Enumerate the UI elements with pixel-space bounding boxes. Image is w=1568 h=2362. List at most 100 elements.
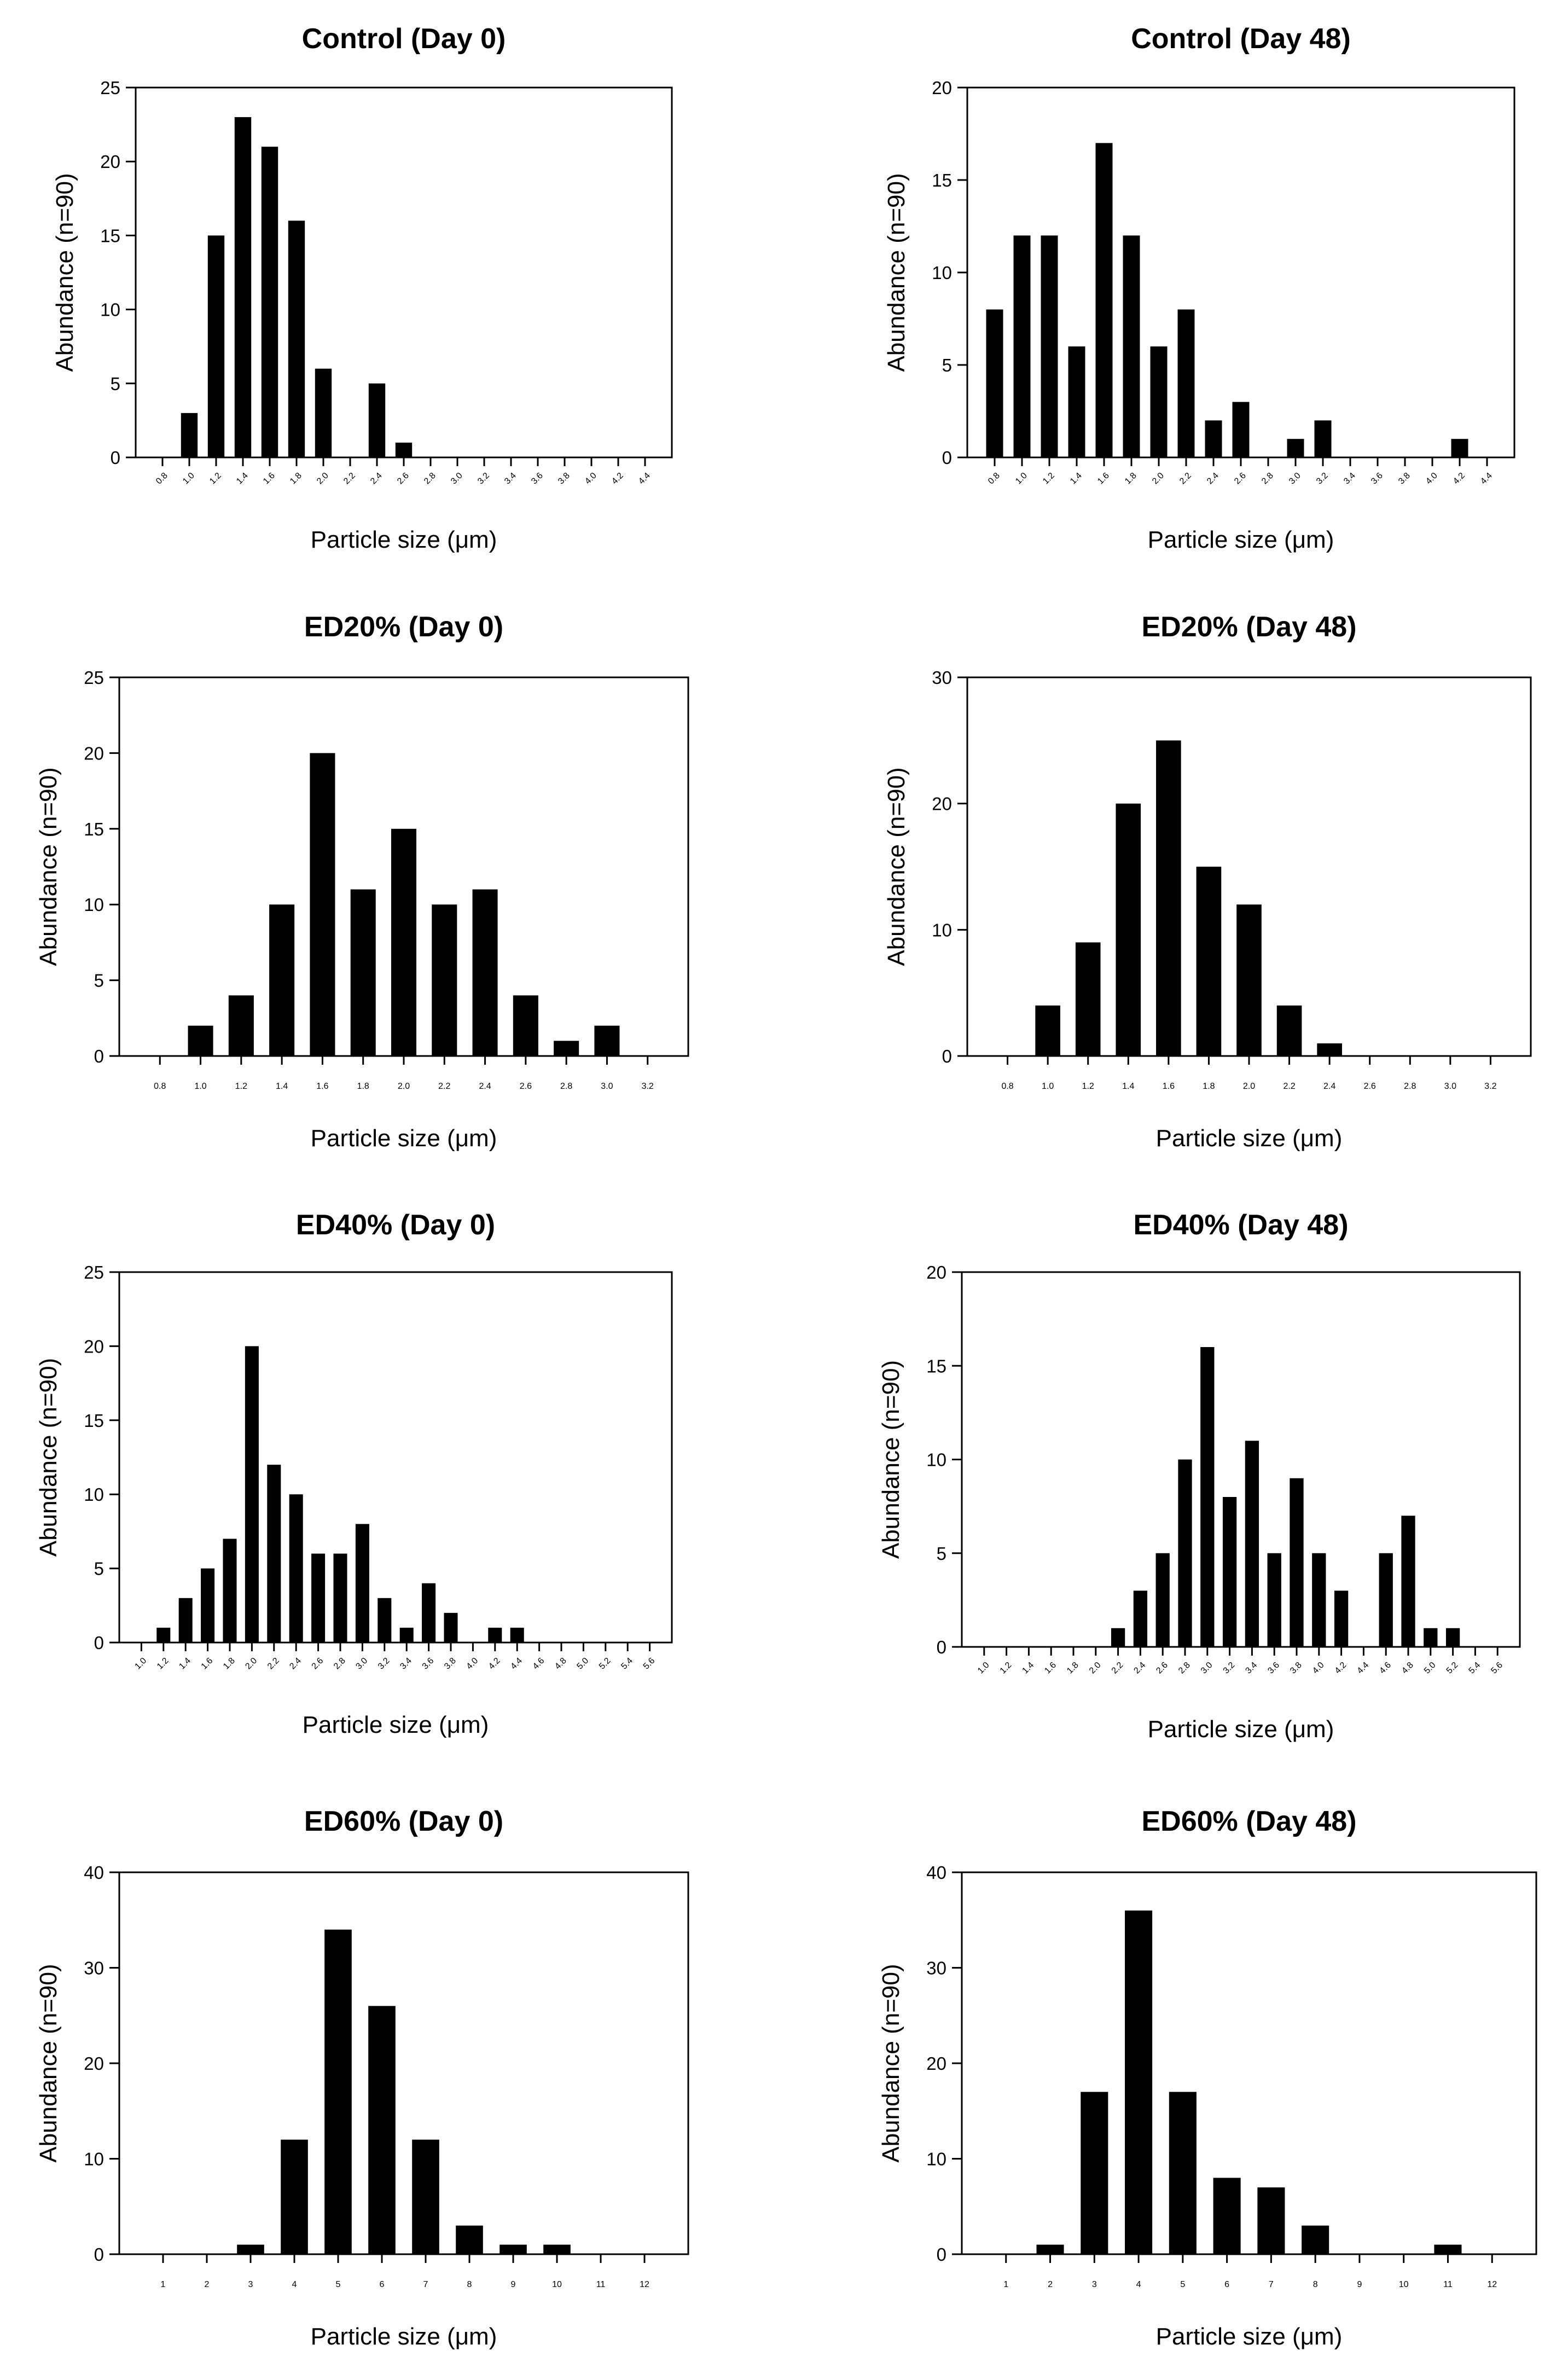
x-tick-label: 0.8 — [986, 471, 1002, 486]
bar-7 — [412, 2139, 439, 2254]
x-tick-label: 2.6 — [1364, 1082, 1376, 1091]
x-axis-label: Particle size (μm) — [1148, 1716, 1334, 1743]
x-tick-label: 2.0 — [1088, 1661, 1103, 1676]
x-tick-label: 12 — [1487, 2280, 1497, 2289]
x-tick-label: 11 — [596, 2280, 606, 2289]
x-tick-label: 2.0 — [1243, 1082, 1255, 1091]
y-tick-label: 30 — [84, 1958, 104, 1978]
y-tick-label: 5 — [94, 1559, 104, 1579]
y-tick-label: 40 — [84, 1862, 104, 1883]
x-tick-label: 1.2 — [998, 1661, 1014, 1676]
bar-11 — [1434, 2244, 1462, 2254]
bar-7 — [1257, 2187, 1285, 2254]
x-tick-label: 2.2 — [1178, 471, 1193, 486]
x-tick-label: 3 — [1092, 2280, 1097, 2289]
bar-4.2 — [1334, 1591, 1349, 1647]
x-tick-label: 0.8 — [1001, 1082, 1013, 1091]
y-tick-label: 0 — [94, 1046, 104, 1066]
y-tick-label: 15 — [84, 819, 104, 839]
bar-2.8 — [333, 1553, 347, 1643]
bar-1.4 — [178, 1598, 193, 1643]
y-tick-label: 20 — [926, 1262, 946, 1282]
bar-2.6 — [1155, 1553, 1170, 1647]
y-tick-label: 0 — [94, 2244, 104, 2265]
y-tick-label: 0 — [937, 1637, 946, 1657]
x-tick-label: 3.0 — [1199, 1661, 1215, 1676]
bar-2.0 — [391, 828, 417, 1056]
x-tick-label: 1.8 — [357, 1082, 369, 1091]
x-tick-label: 2.8 — [332, 1656, 347, 1672]
chart-title: ED60% (Day 0) — [304, 1806, 503, 1837]
y-tick-label: 15 — [926, 1356, 946, 1376]
x-tick-label: 5.0 — [575, 1656, 590, 1672]
x-tick-label: 1.4 — [235, 471, 250, 486]
x-tick-label: 1.8 — [1203, 1082, 1215, 1091]
x-tick-label: 10 — [552, 2280, 562, 2289]
bar-2.8 — [554, 1041, 579, 1056]
x-tick-label: 3.2 — [642, 1082, 654, 1091]
bar-2.6 — [311, 1553, 326, 1643]
bar-3.2 — [1314, 420, 1332, 457]
y-tick-label: 0 — [111, 448, 120, 468]
x-tick-label: 4.4 — [1355, 1661, 1370, 1676]
x-tick-label: 3.2 — [376, 1656, 392, 1672]
bar-2.2 — [1177, 309, 1195, 457]
bar-4 — [281, 2139, 308, 2254]
x-tick-label: 5.4 — [619, 1656, 635, 1672]
bar-1.8 — [223, 1539, 237, 1643]
chart-title: ED60% (Day 48) — [1141, 1806, 1356, 1837]
y-tick-label: 20 — [932, 78, 952, 98]
chart-title: ED40% (Day 0) — [296, 1209, 495, 1241]
bar-3 — [237, 2244, 264, 2254]
x-tick-label: 1.6 — [262, 471, 277, 486]
y-axis-label: Abundance (n=90) — [35, 767, 62, 966]
y-tick-label: 25 — [84, 668, 104, 688]
x-tick-label: 1.0 — [976, 1661, 991, 1676]
x-tick-label: 3.6 — [421, 1656, 436, 1672]
x-axis-label: Particle size (μm) — [1148, 526, 1334, 553]
y-tick-label: 5 — [942, 355, 952, 375]
x-tick-label: 2.8 — [422, 471, 438, 486]
bar-1.4 — [1116, 803, 1141, 1056]
chart-title: Control (Day 48) — [1131, 23, 1351, 55]
bar-1.4 — [269, 904, 295, 1056]
plot-frame — [961, 1871, 1537, 2255]
x-tick-label: 12 — [640, 2280, 649, 2289]
y-tick-label: 25 — [100, 78, 120, 98]
plot-frame — [118, 1271, 673, 1644]
x-tick-label: 3.0 — [354, 1656, 369, 1672]
x-tick-label: 5 — [1180, 2280, 1185, 2289]
x-tick-label: 3.4 — [503, 471, 518, 486]
y-tick-label: 20 — [100, 152, 120, 172]
x-tick-label: 3.2 — [1222, 1661, 1237, 1676]
x-tick-label: 1.6 — [316, 1082, 328, 1091]
x-tick-label: 2.4 — [1132, 1661, 1147, 1676]
bar-3.6 — [1267, 1553, 1281, 1647]
bar-1.8 — [1123, 235, 1140, 457]
bar-5.2 — [1445, 1628, 1460, 1647]
bar-2.4 — [472, 889, 498, 1056]
x-tick-label: 1 — [161, 2280, 166, 2289]
x-tick-label: 2.4 — [288, 1656, 303, 1672]
x-tick-label: 4.0 — [1311, 1661, 1326, 1676]
x-tick-label: 4.6 — [531, 1656, 547, 1672]
x-tick-label: 1.4 — [177, 1656, 193, 1672]
x-tick-label: 2.2 — [1283, 1082, 1295, 1091]
x-tick-label: 5.6 — [642, 1656, 657, 1672]
x-tick-label: 0.8 — [154, 1082, 166, 1091]
y-tick-label: 10 — [100, 300, 120, 320]
x-tick-label: 6 — [1224, 2280, 1229, 2289]
x-tick-label: 6 — [380, 2280, 385, 2289]
x-tick-label: 3.0 — [1287, 471, 1303, 486]
bar-3.0 — [1200, 1347, 1215, 1647]
bar-5.0 — [1424, 1628, 1438, 1647]
bar-1.6 — [1095, 143, 1113, 457]
x-tick-label: 7 — [423, 2280, 428, 2289]
x-tick-label: 3.4 — [1244, 1661, 1259, 1676]
x-axis-label: Particle size (μm) — [1156, 1125, 1343, 1152]
x-tick-label: 1.4 — [276, 1082, 288, 1091]
bar-2.0 — [315, 368, 332, 457]
y-tick-label: 10 — [84, 1484, 104, 1505]
x-tick-label: 2.6 — [520, 1082, 532, 1091]
